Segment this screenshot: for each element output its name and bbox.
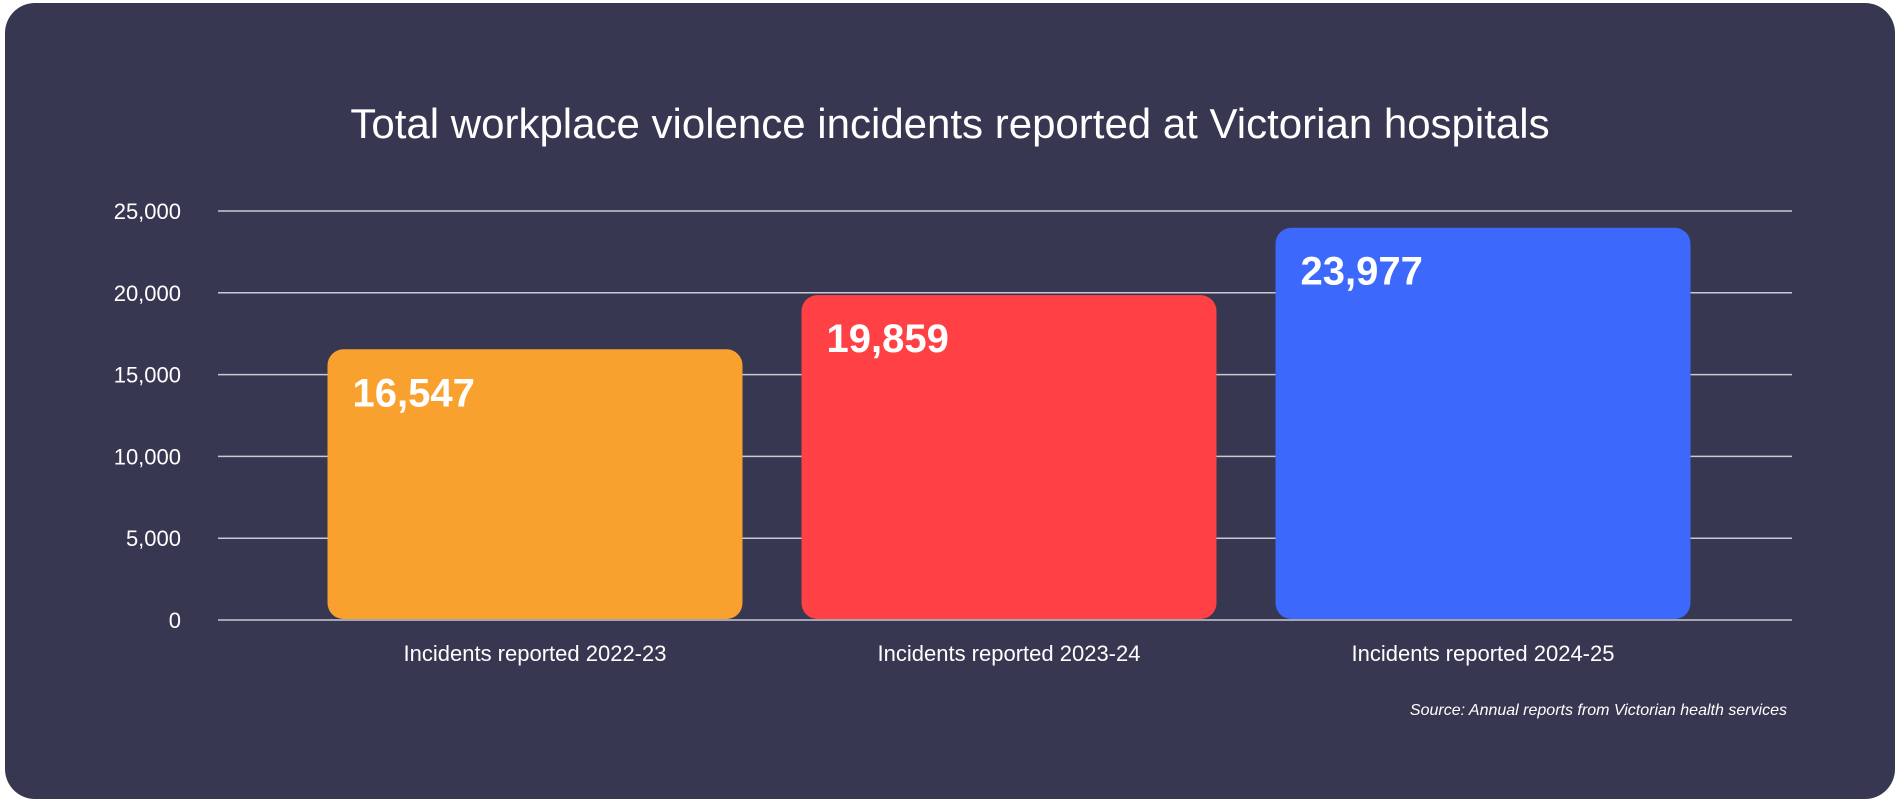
bar-value-label: 23,977 <box>1301 250 1423 294</box>
chart-title: Total workplace violence incidents repor… <box>350 100 1550 147</box>
bars: 16,547 19,859 23,977 <box>327 227 1691 620</box>
y-tick-label: 5,000 <box>126 526 181 551</box>
bar <box>1275 227 1691 620</box>
source-note: Source: Annual reports from Victorian he… <box>1409 702 1787 719</box>
bar <box>327 349 743 619</box>
y-tick-label: 15,000 <box>114 363 181 388</box>
x-category-label: Incidents reported 2022-23 <box>404 641 667 666</box>
y-tick-label: 20,000 <box>114 281 181 306</box>
y-tick-label: 10,000 <box>114 444 181 469</box>
bar-value-label: 16,547 <box>353 371 475 415</box>
bar-value-label: 19,859 <box>827 317 949 361</box>
x-category-label: Incidents reported 2024-25 <box>1352 641 1615 666</box>
bar <box>801 295 1217 619</box>
y-tick-label: 25,000 <box>114 199 181 224</box>
x-category-label: Incidents reported 2023-24 <box>878 641 1141 666</box>
y-tick-label: 0 <box>169 608 181 633</box>
x-axis-category-labels: Incidents reported 2022-23 Incidents repo… <box>404 641 1615 666</box>
y-axis-tick-labels: 0 5,000 10,000 15,000 20,000 25,000 <box>114 199 181 633</box>
